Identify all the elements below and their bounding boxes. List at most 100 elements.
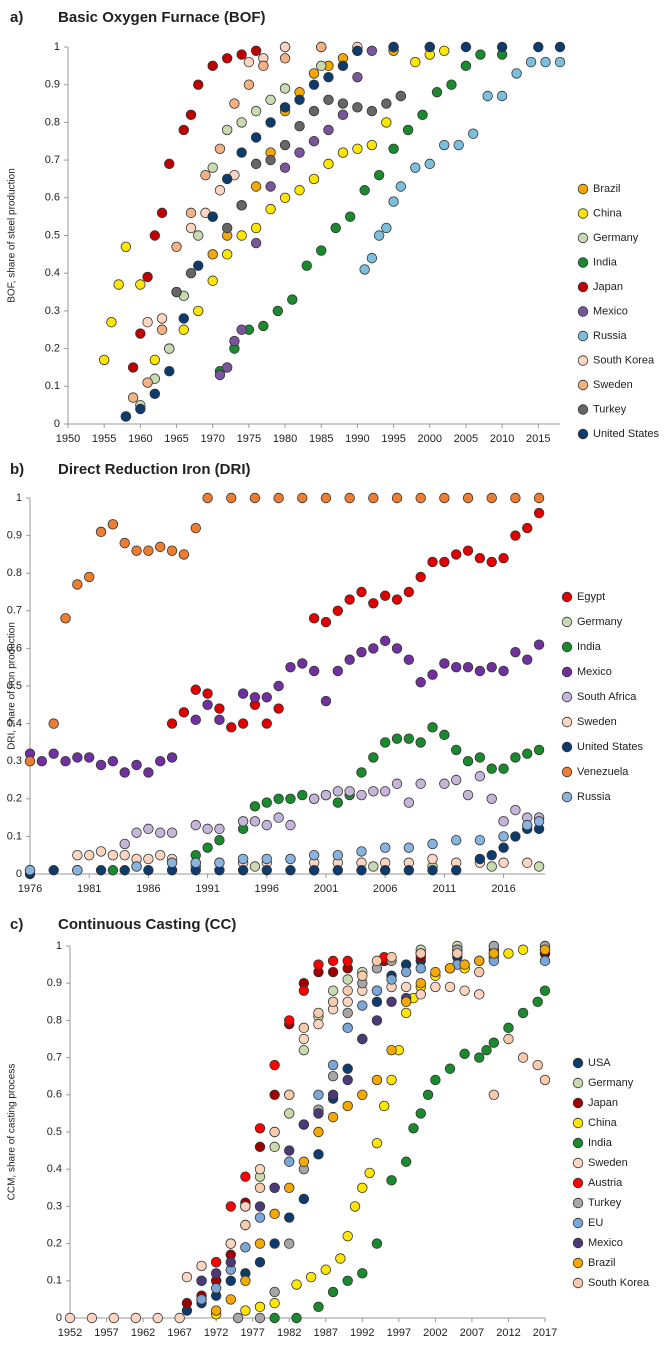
legend-label: South Korea [593, 354, 655, 366]
point [273, 680, 284, 692]
point [391, 733, 403, 744]
point [261, 692, 272, 703]
point [486, 763, 497, 774]
point [131, 759, 142, 771]
point [269, 1286, 280, 1298]
point [308, 79, 320, 90]
y-tick-label: 0.9 [47, 977, 62, 989]
point [143, 545, 154, 556]
point [356, 865, 367, 876]
point [155, 541, 166, 553]
y-tick-label: 0.3 [47, 1200, 62, 1212]
point [119, 865, 130, 876]
point [332, 786, 344, 797]
point [511, 68, 522, 79]
point [261, 819, 272, 831]
point [95, 526, 107, 538]
point [285, 793, 296, 805]
panel-label: a) [10, 9, 23, 26]
point [214, 834, 225, 846]
point [467, 128, 479, 139]
point [459, 985, 470, 996]
legend-marker [572, 1117, 584, 1129]
point [430, 1074, 441, 1086]
point [166, 545, 178, 556]
point [474, 989, 485, 1000]
x-tick-label: 1952 [58, 1327, 82, 1339]
legend-label: Sweden [577, 716, 617, 728]
point [368, 752, 379, 763]
point [337, 109, 349, 121]
legend-label: United States [577, 741, 644, 753]
point [403, 654, 415, 665]
point [166, 718, 178, 729]
point [226, 722, 237, 733]
point [482, 90, 493, 102]
point [107, 865, 119, 876]
y-tick-label: 0.6 [47, 1089, 62, 1101]
legend-label: Mexico [593, 305, 628, 317]
point [415, 948, 426, 959]
point [533, 861, 545, 872]
point [240, 1242, 251, 1253]
point [451, 744, 462, 756]
x-tick-label: 2012 [496, 1327, 520, 1339]
point [462, 756, 474, 767]
point [430, 981, 441, 993]
x-tick-label: 1985 [309, 433, 333, 445]
legend-marker [577, 428, 589, 440]
point [254, 1238, 266, 1249]
point [332, 850, 344, 861]
point [395, 181, 407, 192]
point [254, 1256, 266, 1268]
point [486, 662, 497, 673]
point [510, 530, 521, 541]
point [356, 646, 367, 658]
point [131, 827, 142, 838]
point [344, 786, 355, 797]
point [287, 294, 298, 305]
point [522, 819, 533, 831]
point [225, 1238, 236, 1249]
legend-label: EU [588, 1217, 603, 1229]
legend-label: India [588, 1137, 613, 1149]
point [279, 162, 291, 173]
point [313, 1007, 324, 1019]
point [243, 56, 255, 68]
point [185, 109, 197, 121]
point [171, 241, 182, 253]
point [135, 279, 146, 290]
legend-marker [572, 1157, 584, 1169]
point [156, 207, 168, 219]
point [166, 827, 178, 838]
point [316, 60, 327, 72]
point [291, 1312, 302, 1324]
point [261, 865, 272, 876]
point [313, 1301, 324, 1313]
point [415, 778, 426, 789]
point [522, 654, 533, 665]
point [207, 249, 218, 260]
legend-marker [561, 616, 573, 628]
point [308, 613, 320, 624]
point [462, 492, 474, 504]
y-tick-label: 0.6 [7, 642, 22, 654]
legend-label: Germany [593, 232, 639, 244]
point [207, 275, 218, 286]
point [379, 590, 391, 601]
y-tick-label: 0.4 [45, 267, 60, 279]
legend-label: Turkey [588, 1197, 622, 1209]
point [366, 252, 378, 264]
point [474, 834, 486, 846]
point [400, 981, 412, 993]
x-tick-label: 1981 [77, 883, 101, 895]
x-tick-label: 2000 [418, 433, 442, 445]
point [107, 519, 119, 530]
x-tick-label: 1980 [273, 433, 297, 445]
point [486, 556, 497, 568]
point [403, 842, 415, 853]
point [486, 850, 497, 861]
point [294, 94, 305, 105]
legend-label: Japan [593, 281, 623, 293]
point [171, 286, 182, 298]
